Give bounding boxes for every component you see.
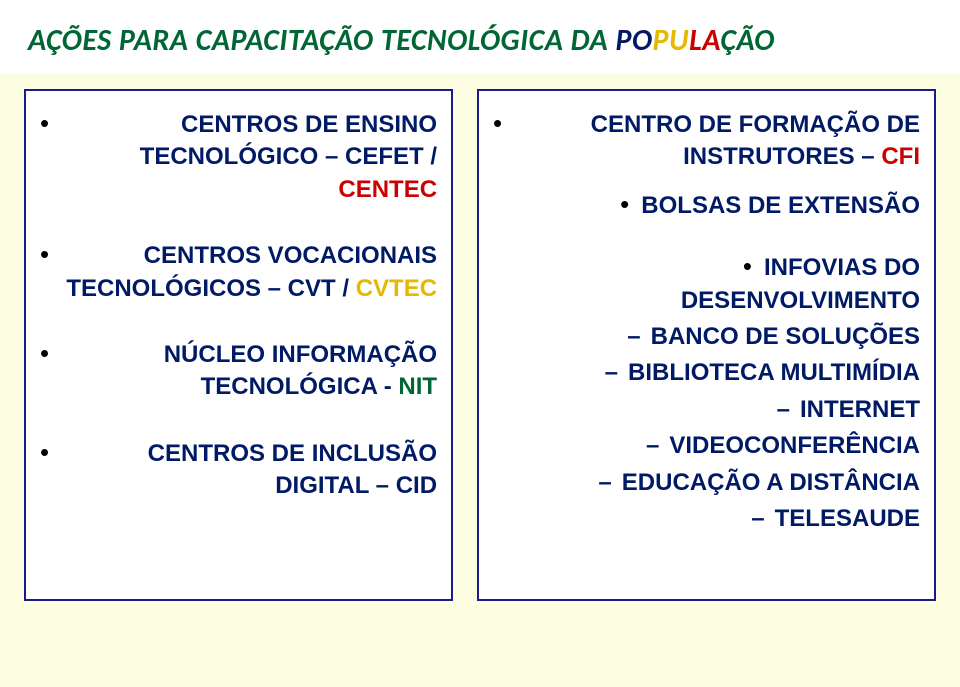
list-item: DESENVOLVIMENTO <box>493 285 920 317</box>
item-text: NÚCLEO INFORMAÇÃO TECNOLÓGICA - NIT <box>61 339 437 404</box>
list-item: • NÚCLEO INFORMAÇÃO TECNOLÓGICA - NIT <box>40 339 437 404</box>
dash-icon: – <box>751 503 764 535</box>
left-box: • CENTROS DE ENSINO TECNOLÓGICO – CEFET … <box>24 89 453 601</box>
bullet-icon: • <box>40 339 49 368</box>
sub-item: – INTERNET <box>493 394 920 426</box>
list-item: • CENTRO DE FORMAÇÃO DE INSTRUTORES – CF… <box>493 109 920 174</box>
bullet-icon: • <box>40 240 49 269</box>
item-text: CENTROS DE ENSINO TECNOLÓGICO – CEFET / … <box>61 109 437 206</box>
item-text: CENTRO DE FORMAÇÃO DE INSTRUTORES – CFI <box>514 109 920 174</box>
bullet-icon: • <box>40 438 49 467</box>
sub-item: – TELESAUDE <box>493 503 920 535</box>
item-text: CENTROS VOCACIONAIS TECNOLÓGICOS – CVT /… <box>61 240 437 305</box>
dash-icon: – <box>646 430 659 462</box>
dash-icon: – <box>598 467 611 499</box>
sub-item: – BANCO DE SOLUÇÕES <box>493 321 920 353</box>
title-part-e: ÇÃO <box>720 22 775 59</box>
dash-icon: – <box>605 357 618 389</box>
bullet-icon: • <box>40 109 49 138</box>
bullet-icon: • <box>743 252 752 281</box>
bullet-icon: • <box>620 190 629 219</box>
sub-text: TELESAUDE <box>775 503 920 535</box>
sub-text: VIDEOCONFERÊNCIA <box>669 430 920 462</box>
list-item: • CENTROS VOCACIONAIS TECNOLÓGICOS – CVT… <box>40 240 437 305</box>
list-item: • BOLSAS DE EXTENSÃO <box>493 190 920 222</box>
title-part-a: AÇÕES PARA CAPACITAÇÃO TECNOLÓGICA DA <box>28 22 616 59</box>
dash-icon: – <box>627 321 640 353</box>
sub-list: – BANCO DE SOLUÇÕES – BIBLIOTECA MULTIMÍ… <box>493 321 920 535</box>
sub-item: – EDUCAÇÃO A DISTÂNCIA <box>493 467 920 499</box>
title-band: AÇÕES PARA CAPACITAÇÃO TECNOLÓGICA DA PO… <box>0 0 960 73</box>
bullet-icon: • <box>493 109 502 138</box>
title-part-b: PO <box>616 22 653 59</box>
item-text: CENTROS DE INCLUSÃO DIGITAL – CID <box>61 438 437 503</box>
sub-item: – VIDEOCONFERÊNCIA <box>493 430 920 462</box>
title-part-d: LA <box>689 22 720 59</box>
sub-text: BIBLIOTECA MULTIMÍDIA <box>628 357 920 389</box>
info-head-2: DESENVOLVIMENTO <box>681 285 920 317</box>
item-text: BOLSAS DE EXTENSÃO <box>641 190 920 222</box>
sub-text: EDUCAÇÃO A DISTÂNCIA <box>622 467 920 499</box>
title-part-c: PU <box>653 22 690 59</box>
list-item: • INFOVIAS DO <box>493 252 920 284</box>
info-head-1: INFOVIAS DO <box>764 252 920 284</box>
right-box: • CENTRO DE FORMAÇÃO DE INSTRUTORES – CF… <box>477 89 936 601</box>
page-title: AÇÕES PARA CAPACITAÇÃO TECNOLÓGICA DA PO… <box>28 22 932 59</box>
sub-item: – BIBLIOTECA MULTIMÍDIA <box>493 357 920 389</box>
content-area: • CENTROS DE ENSINO TECNOLÓGICO – CEFET … <box>0 73 960 601</box>
list-item: • CENTROS DE ENSINO TECNOLÓGICO – CEFET … <box>40 109 437 206</box>
sub-text: BANCO DE SOLUÇÕES <box>651 321 920 353</box>
dash-icon: – <box>777 394 790 426</box>
sub-text: INTERNET <box>800 394 920 426</box>
list-item: • CENTROS DE INCLUSÃO DIGITAL – CID <box>40 438 437 503</box>
